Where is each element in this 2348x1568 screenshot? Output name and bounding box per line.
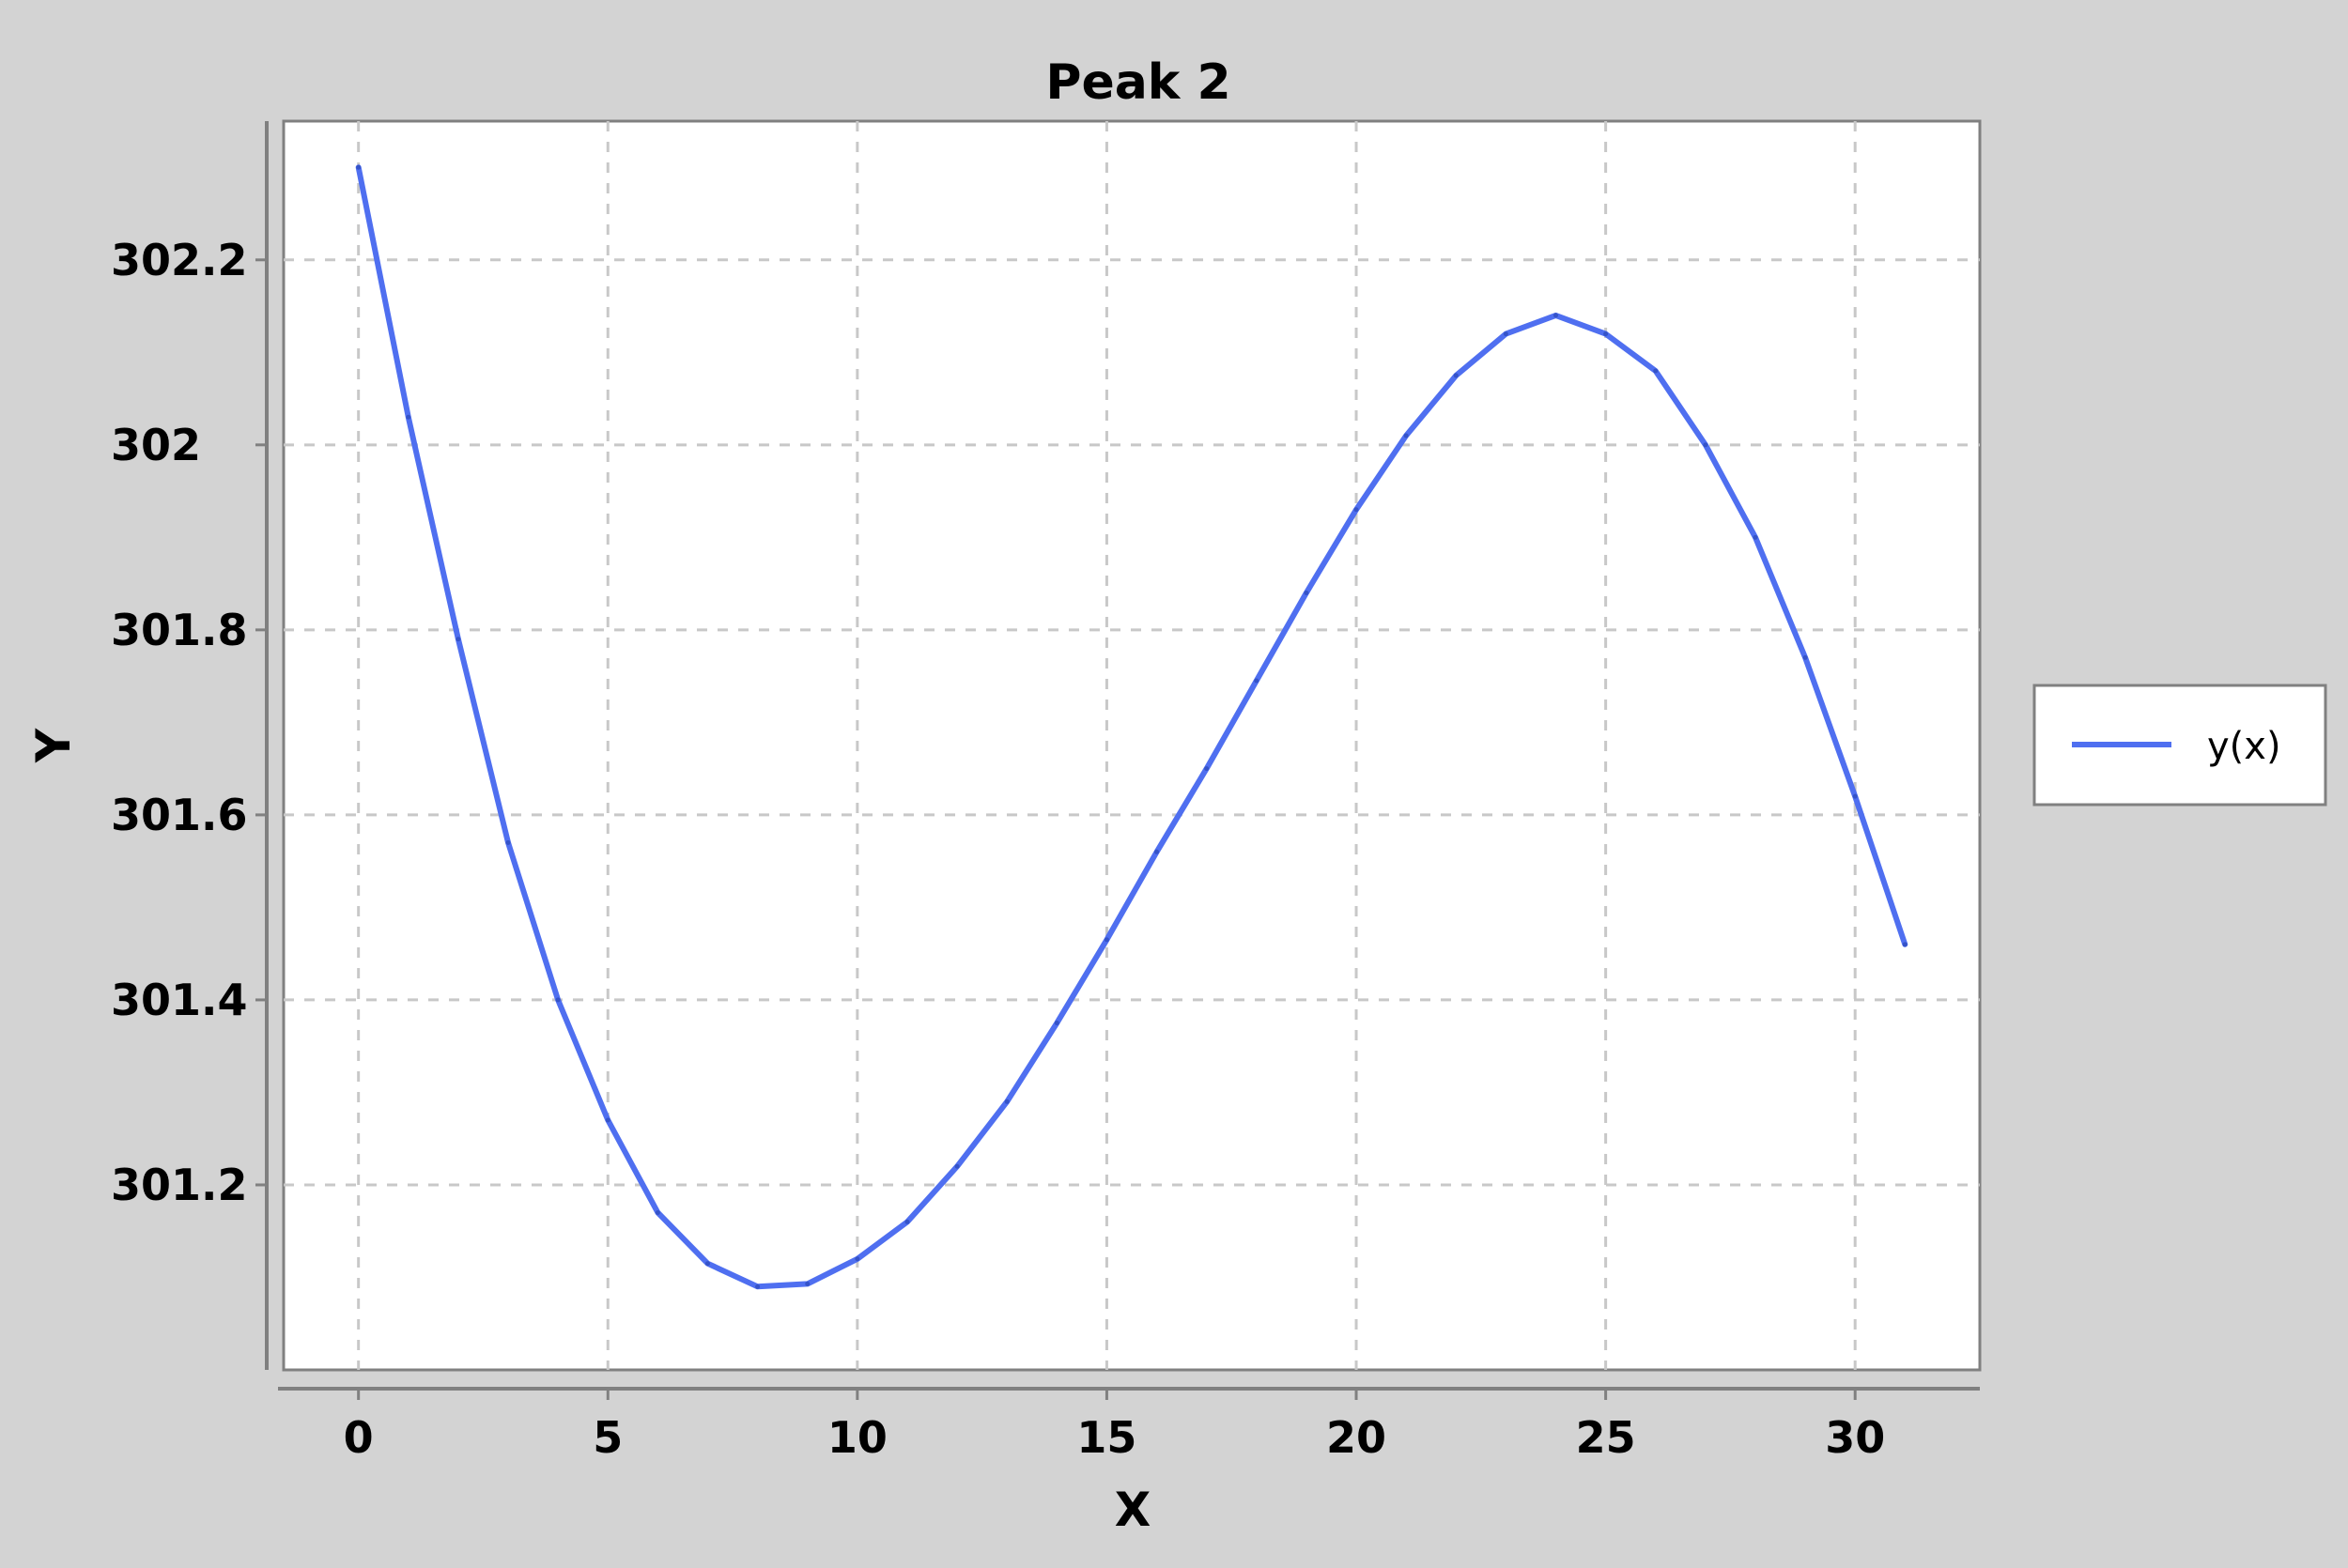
data-point xyxy=(1104,937,1109,943)
x-tick-label: 25 xyxy=(1576,1412,1636,1463)
data-point xyxy=(1802,654,1808,660)
data-point xyxy=(356,164,362,170)
x-tick-label: 15 xyxy=(1076,1412,1136,1463)
y-tick-label: 301.4 xyxy=(111,975,248,1025)
data-point xyxy=(1304,590,1309,595)
y-tick-label: 301.2 xyxy=(111,1160,248,1210)
chart-title: Peak 2 xyxy=(1045,54,1230,111)
data-point xyxy=(1004,1099,1010,1104)
data-point xyxy=(505,839,511,845)
data-point xyxy=(1503,331,1508,337)
x-axis-label: X xyxy=(1115,1483,1151,1537)
data-point xyxy=(1902,942,1908,947)
legend-label-y-of-x: y(x) xyxy=(2207,725,2281,768)
data-point xyxy=(1653,368,1659,374)
data-point xyxy=(1703,442,1708,448)
data-point xyxy=(555,997,561,1003)
data-point xyxy=(705,1261,710,1267)
series-layer xyxy=(355,164,1908,1290)
data-point xyxy=(1204,766,1210,772)
data-point xyxy=(655,1210,660,1216)
data-point xyxy=(755,1284,761,1289)
data-point xyxy=(1254,678,1259,684)
x-tick-label: 30 xyxy=(1825,1412,1885,1463)
data-point xyxy=(1453,373,1459,378)
data-point xyxy=(954,1163,960,1169)
x-tick-label: 10 xyxy=(827,1412,888,1463)
axis-ticks: 0 5 10 15 20 25 30 301.2 301.4 301.6 301.8 302 302.2 xyxy=(111,235,1885,1463)
y-tick-label: 301.8 xyxy=(111,605,248,655)
x-tick-label: 20 xyxy=(1326,1412,1386,1463)
data-point xyxy=(1403,433,1409,438)
data-point xyxy=(805,1281,811,1286)
data-point xyxy=(1753,534,1758,540)
y-tick-label: 302 xyxy=(111,420,201,470)
y-tick-label: 301.6 xyxy=(111,790,248,840)
data-point xyxy=(456,637,461,642)
plot-area xyxy=(282,119,1982,1372)
data-point xyxy=(855,1256,860,1262)
data-point xyxy=(406,414,411,420)
data-point xyxy=(1154,849,1160,854)
data-point xyxy=(1553,313,1558,318)
x-tick-label: 5 xyxy=(593,1412,623,1463)
series-line-y-of-x xyxy=(355,164,1908,1290)
data-point xyxy=(904,1219,910,1224)
x-tick-label: 0 xyxy=(344,1412,374,1463)
legend: y(x) xyxy=(2032,684,2327,807)
data-point xyxy=(1054,1021,1059,1026)
data-point xyxy=(1353,507,1359,513)
data-point xyxy=(605,1117,610,1123)
y-axis-label: Y xyxy=(26,728,81,763)
data-point xyxy=(1603,331,1609,337)
y-tick-label: 302.2 xyxy=(111,235,248,285)
grid xyxy=(284,121,1980,1370)
data-point xyxy=(1852,793,1858,799)
